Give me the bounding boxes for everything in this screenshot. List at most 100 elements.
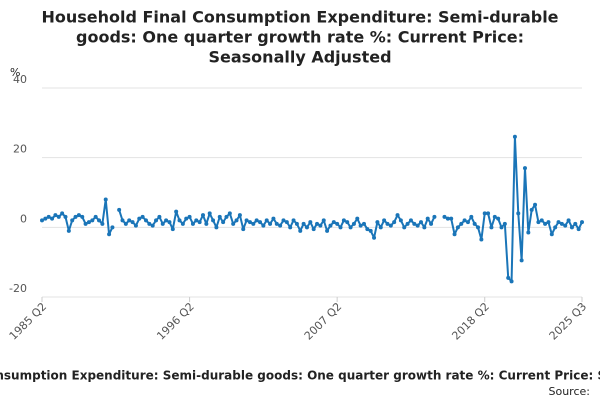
point — [506, 275, 511, 280]
point — [543, 221, 548, 226]
point — [150, 223, 155, 228]
line — [41, 135, 583, 283]
point — [472, 221, 477, 226]
point — [526, 230, 531, 235]
point — [130, 220, 135, 225]
point — [378, 225, 383, 230]
chart-title: Seasonally Adjusted — [208, 48, 391, 67]
point — [120, 218, 125, 223]
point — [107, 232, 112, 237]
point — [502, 221, 507, 226]
point — [553, 225, 558, 230]
point — [455, 225, 460, 230]
point — [200, 213, 205, 218]
point — [449, 216, 454, 221]
point — [204, 221, 209, 226]
point — [214, 225, 219, 230]
point — [338, 225, 343, 230]
point — [415, 223, 420, 228]
x-tick-label: 2018 Q2 — [449, 300, 492, 343]
x-tick-label: 1996 Q2 — [154, 300, 197, 343]
point — [368, 228, 373, 233]
point — [519, 258, 524, 263]
point — [294, 221, 299, 226]
point — [325, 228, 330, 233]
point — [60, 211, 65, 216]
point — [254, 218, 259, 223]
point — [529, 207, 534, 212]
point — [512, 134, 517, 139]
point — [395, 213, 400, 218]
point — [117, 207, 122, 212]
point — [482, 211, 487, 216]
point — [341, 218, 346, 223]
point — [412, 221, 417, 226]
point — [244, 218, 249, 223]
point — [83, 221, 88, 226]
point — [419, 220, 424, 225]
point — [549, 232, 554, 237]
point — [90, 218, 95, 223]
point — [247, 220, 252, 225]
point — [241, 227, 246, 232]
x-tick-label: 1985 Q2 — [7, 300, 50, 343]
point — [569, 225, 574, 230]
point — [40, 218, 44, 223]
point — [278, 223, 283, 228]
point — [207, 211, 212, 216]
point — [372, 235, 377, 240]
point — [97, 218, 102, 223]
point — [46, 214, 51, 219]
point — [164, 218, 169, 223]
point — [462, 218, 467, 223]
x-tick-label: 2007 Q2 — [302, 300, 345, 343]
point — [405, 221, 410, 226]
point — [80, 214, 85, 219]
point — [311, 227, 316, 232]
point — [261, 223, 266, 228]
point — [499, 225, 504, 230]
point — [264, 218, 269, 223]
point — [103, 197, 108, 202]
point — [442, 214, 447, 219]
point — [271, 216, 276, 221]
point — [559, 221, 564, 226]
point — [174, 209, 179, 214]
point — [133, 223, 138, 228]
point — [358, 223, 363, 228]
point — [231, 221, 236, 226]
point — [184, 216, 189, 221]
point — [422, 225, 427, 230]
point — [217, 214, 222, 219]
y-tick-label: -20 — [9, 282, 27, 295]
chart-title: goods: One quarter growth rate %: Curren… — [76, 28, 524, 47]
point — [509, 279, 514, 284]
y-axis-label: % — [10, 66, 20, 79]
point — [392, 220, 397, 225]
point — [227, 211, 232, 216]
point — [187, 214, 192, 219]
legend-entry: Household Final Consumption Expenditure:… — [0, 369, 600, 383]
point — [147, 221, 152, 226]
point — [429, 221, 434, 226]
point — [234, 218, 239, 223]
point — [361, 221, 366, 226]
point — [127, 218, 132, 223]
point — [140, 214, 145, 219]
point — [100, 221, 105, 226]
point — [351, 221, 356, 226]
point — [345, 220, 350, 225]
point — [496, 216, 501, 221]
point — [563, 223, 568, 228]
point — [93, 214, 98, 219]
source: Source: — [549, 385, 591, 398]
point — [221, 220, 226, 225]
point — [110, 225, 115, 230]
point — [177, 218, 182, 223]
point — [522, 166, 527, 171]
point — [355, 216, 360, 221]
point — [86, 220, 91, 225]
point — [479, 237, 484, 242]
point — [251, 221, 256, 226]
point — [73, 214, 78, 219]
